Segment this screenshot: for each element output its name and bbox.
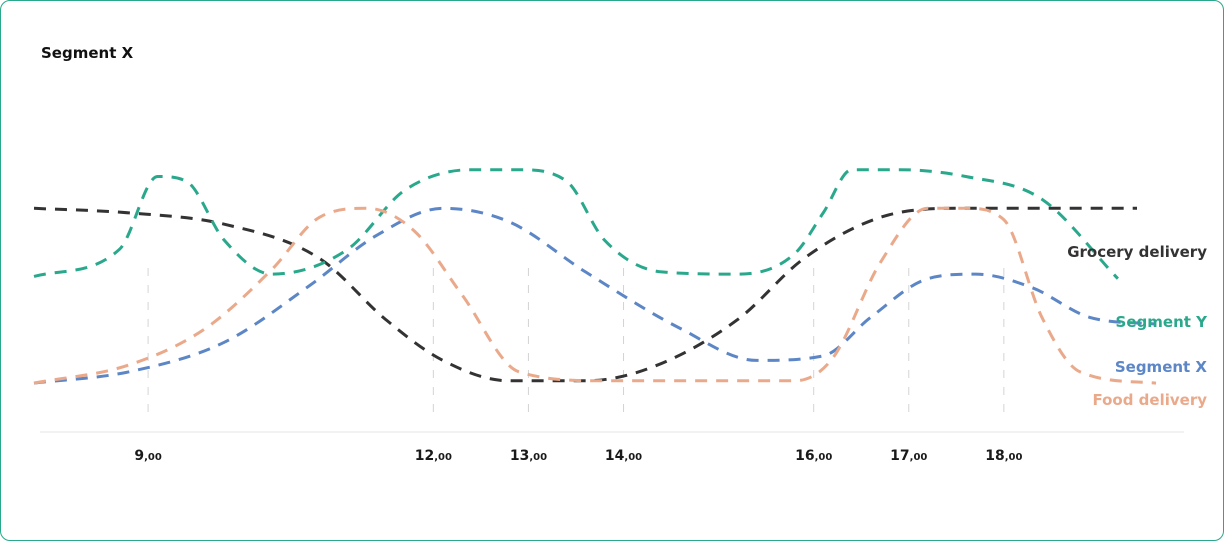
tick-hour: 17 (890, 448, 909, 464)
tick-suffix: ,00 (910, 452, 928, 463)
series-line-grocery-delivery (33, 206, 1137, 383)
tick-hour: 12 (415, 448, 434, 464)
series-lines (33, 168, 1157, 385)
grid-lines (147, 268, 1005, 420)
x-tick-label: 14,00 (605, 448, 642, 464)
series-label-food-delivery: Food delivery (1092, 391, 1207, 409)
tick-suffix: ,00 (529, 452, 547, 463)
series-labels: Grocery delivery Segment Y Segment X Food d… (1067, 243, 1208, 409)
series-line-food-delivery (33, 206, 1157, 385)
tick-hour: 16 (795, 448, 814, 464)
tick-suffix: ,00 (815, 452, 833, 463)
tick-suffix: ,00 (144, 452, 162, 463)
tick-hour: 13 (510, 448, 529, 464)
series-line-segment-y (33, 168, 1119, 280)
tick-hour: 18 (985, 448, 1004, 464)
x-tick-label: 18,00 (985, 448, 1022, 464)
tick-hour: 14 (605, 448, 625, 464)
tick-suffix: ,00 (624, 452, 642, 463)
tick-suffix: ,00 (1005, 452, 1023, 463)
series-label-segment-y: Segment Y (1116, 313, 1209, 331)
series-label-segment-x: Segment X (1115, 358, 1208, 376)
x-tick-label: 17,00 (890, 448, 927, 464)
series-line-segment-x (33, 206, 1157, 385)
series-label-grocery-delivery: Grocery delivery (1067, 243, 1207, 261)
x-tick-label: 16,00 (795, 448, 832, 464)
tick-hour: 9 (134, 448, 144, 464)
x-tick-labels: 9,00 12,00 13,00 14,00 16,00 17,00 18,00 (134, 448, 1022, 464)
chart-title: Segment X (41, 44, 134, 62)
x-tick-label: 13,00 (510, 448, 547, 464)
x-tick-label: 12,00 (415, 448, 452, 464)
x-tick-label: 9,00 (134, 448, 162, 464)
tick-suffix: ,00 (434, 452, 452, 463)
